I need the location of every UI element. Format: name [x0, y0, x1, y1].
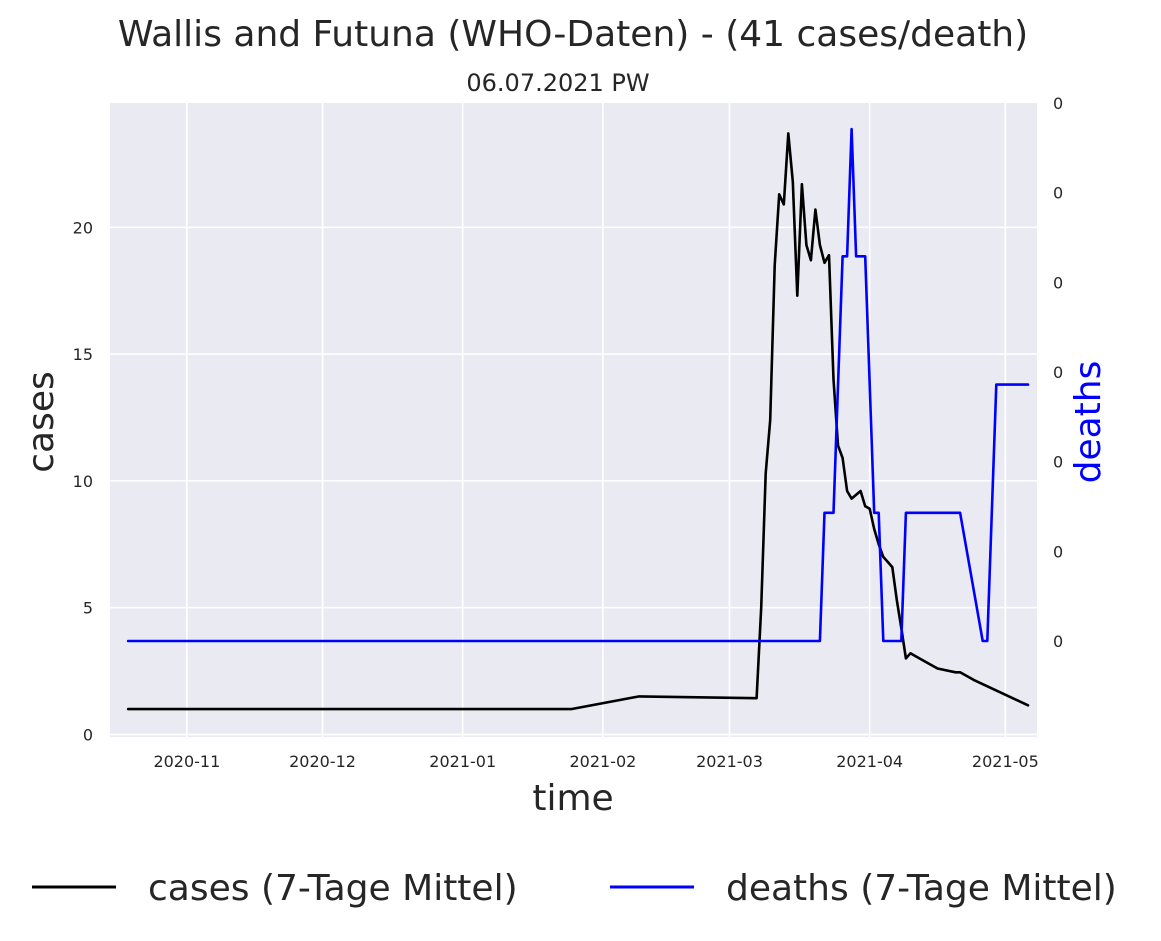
series-layer	[126, 127, 1030, 711]
y-right-tick-label: 0	[1053, 632, 1063, 651]
y-right-tick-labels: 0 0 0 0 0 0 0	[1053, 94, 1063, 651]
x-tick-label: 2021-04	[836, 752, 903, 771]
x-tick-label: 2020-11	[153, 752, 220, 771]
chart-subtitle: 06.07.2021 PW	[466, 69, 649, 97]
y-right-tick-label: 0	[1053, 273, 1063, 292]
y-tick-label: 15	[73, 345, 93, 364]
y-tick-label: 0	[83, 725, 93, 744]
chart-title: Wallis and Futuna (WHO-Daten) - (41 case…	[118, 14, 1028, 55]
y-right-tick-label: 0	[1053, 94, 1063, 113]
legend-label-cases: cases (7-Tage Mittel)	[148, 868, 518, 909]
y-tick-label: 10	[73, 472, 93, 491]
y-right-axis-label: deaths	[1068, 361, 1109, 484]
y-tick-label: 20	[73, 218, 93, 237]
y-tick-labels: 0 5 10 15 20	[73, 218, 93, 744]
legend: cases (7-Tage Mittel) deaths (7-Tage Mit…	[32, 868, 1117, 909]
x-tick-label: 2021-02	[569, 752, 636, 771]
x-tick-labels: 2020-11 2020-12 2021-01 2021-02 2021-03 2021-…	[153, 752, 1038, 771]
y-right-tick-label: 0	[1053, 363, 1063, 382]
y-right-tick-label: 0	[1053, 542, 1063, 561]
y-axis-label: cases	[21, 371, 62, 473]
x-tick-label: 2021-03	[696, 752, 763, 771]
legend-label-deaths: deaths (7-Tage Mittel)	[726, 868, 1117, 909]
series-deaths-line	[126, 127, 1030, 643]
x-tick-label: 2020-12	[289, 752, 356, 771]
y-right-tick-label: 0	[1053, 453, 1063, 472]
x-tick-label: 2021-05	[972, 752, 1039, 771]
x-tick-label: 2021-01	[429, 752, 496, 771]
series-cases-line	[126, 132, 1030, 711]
x-axis-label: time	[532, 778, 613, 819]
y-tick-label: 5	[83, 599, 93, 618]
y-right-tick-label: 0	[1053, 184, 1063, 203]
